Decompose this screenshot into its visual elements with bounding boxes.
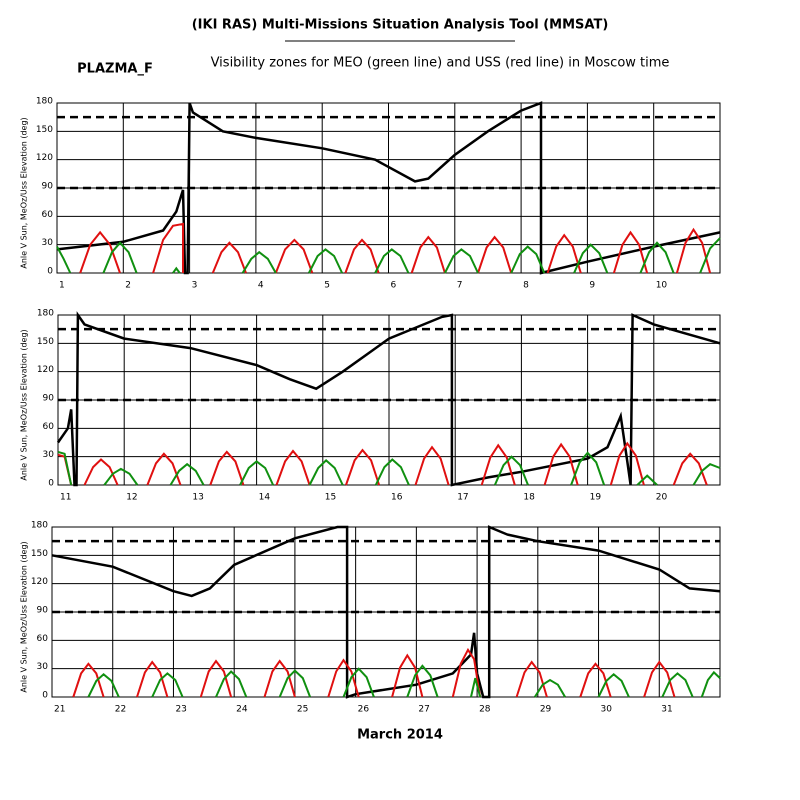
series-line — [51, 525, 721, 699]
x-tick-label: 10 — [656, 281, 668, 291]
x-tick-label: 12 — [126, 493, 137, 503]
x-tick-label: 6 — [391, 281, 397, 291]
x-tick-label: 9 — [589, 281, 595, 291]
x-tick-label: 30 — [601, 705, 613, 715]
x-tick-label: 31 — [661, 705, 672, 715]
series-line — [87, 664, 721, 698]
x-tick-label: 24 — [236, 705, 248, 715]
x-tick-label: 22 — [115, 705, 126, 715]
y-tick-label: 0 — [42, 691, 48, 701]
title: (IKI RAS) Multi-Missions Situation Analy… — [192, 18, 609, 33]
x-tick-label: 1 — [59, 281, 65, 291]
x-tick-label: 7 — [457, 281, 463, 291]
y-tick-label: 0 — [47, 267, 53, 277]
y-tick-label: 90 — [37, 606, 49, 616]
x-tick-label: 13 — [192, 493, 203, 503]
x-tick-label: 17 — [457, 493, 468, 503]
y-tick-label: 120 — [31, 577, 48, 587]
y-tick-label: 90 — [43, 394, 55, 404]
x-tick-label: 19 — [590, 493, 602, 503]
y-tick-label: 180 — [37, 309, 54, 319]
x-tick-label: 26 — [358, 705, 370, 715]
x-tick-label: 3 — [192, 281, 198, 291]
x-tick-label: 2 — [125, 281, 131, 291]
x-tick-label: 8 — [523, 281, 529, 291]
x-axis-title: March 2014 — [357, 728, 443, 743]
panel: 0 30 60 90 120 150 180 11 12 13 14 15 16 17 18 19 20 Anle… — [20, 309, 721, 503]
y-tick-label: 150 — [37, 337, 54, 347]
y-tick-label: 30 — [43, 450, 55, 460]
series-line — [56, 237, 721, 274]
mission-label: PLAZMA_F — [77, 62, 153, 77]
y-axis-label: Anle V Sun, MeOz/Uss Elevation (deg) — [20, 541, 29, 692]
y-tick-label: 120 — [37, 365, 54, 375]
x-tick-label: 15 — [325, 493, 336, 503]
x-tick-label: 29 — [540, 705, 552, 715]
x-tick-label: 28 — [479, 705, 491, 715]
y-tick-label: 180 — [36, 97, 53, 107]
y-tick-label: 60 — [43, 422, 55, 432]
x-tick-label: 14 — [259, 493, 271, 503]
y-tick-label: 120 — [36, 153, 53, 163]
x-tick-label: 16 — [391, 493, 403, 503]
y-tick-label: 60 — [37, 634, 49, 644]
series-line — [57, 450, 721, 486]
y-tick-label: 150 — [36, 125, 53, 135]
y-tick-label: 90 — [42, 182, 54, 192]
y-tick-label: 30 — [37, 662, 49, 672]
y-tick-label: 150 — [31, 549, 48, 559]
x-tick-label: 27 — [418, 705, 429, 715]
x-tick-label: 18 — [523, 493, 535, 503]
y-tick-label: 30 — [42, 238, 54, 248]
panel: 0 30 60 90 120 150 180 21 22 23 24 25 26 27 28 29 30 31 An… — [20, 521, 721, 715]
series-line — [72, 647, 676, 698]
y-tick-label: 180 — [31, 521, 48, 531]
y-tick-label: 0 — [48, 479, 54, 489]
x-tick-label: 5 — [324, 281, 330, 291]
x-tick-label: 11 — [60, 493, 71, 503]
y-tick-label: 60 — [42, 210, 54, 220]
panel: 0 30 60 90 120 150 180 1 2 3 4 5 6 7 8 9 10 Anle V Sun, M… — [20, 97, 721, 291]
x-tick-label: 20 — [656, 493, 668, 503]
x-tick-label: 4 — [258, 281, 264, 291]
subtitle: Visibility zones for MEO (green line) an… — [211, 56, 670, 71]
x-tick-label: 25 — [297, 705, 308, 715]
series-line — [57, 441, 708, 486]
y-axis-label: Anle V Sun, MeOz/Uss Elevation (deg) — [20, 329, 29, 480]
y-axis-label: Anle V Sun, MeOz/Uss Elevation (deg) — [20, 117, 29, 268]
x-tick-label: 23 — [175, 705, 186, 715]
x-tick-label: 21 — [54, 705, 65, 715]
series-line — [79, 222, 712, 274]
series-line — [56, 101, 721, 275]
